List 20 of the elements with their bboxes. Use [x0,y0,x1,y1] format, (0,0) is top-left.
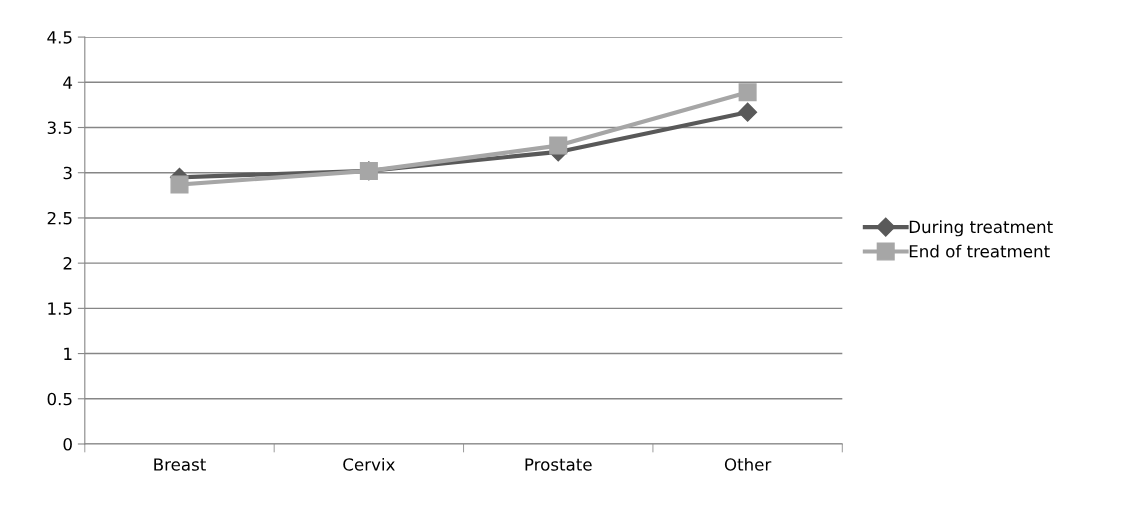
y-tick-label: 1.5 [48,302,72,315]
x-tick-label: Other [724,457,772,471]
point [738,83,757,102]
legend-label: During treatment [909,220,1053,237]
y-tick-label: 3 [63,166,72,180]
y-tick-label: 0.5 [47,392,72,406]
y-tick-label: 2 [63,257,72,270]
y-tick-label: 0 [63,437,72,451]
x-tick-label: Breast [154,458,206,471]
point [170,175,189,194]
point [549,136,568,155]
y-tick-label: 2.5 [47,211,72,225]
y-tick-label: 1 [64,347,72,360]
legend-label: End of treatment [909,244,1050,258]
x-tick-label: Prostate [525,458,592,471]
point [738,102,758,122]
x-tick-label: Cervix [343,457,395,471]
y-tick-label: 3.5 [47,121,72,135]
y-tick-label: 4.5 [47,31,72,44]
y-tick-label: 4 [63,76,73,89]
